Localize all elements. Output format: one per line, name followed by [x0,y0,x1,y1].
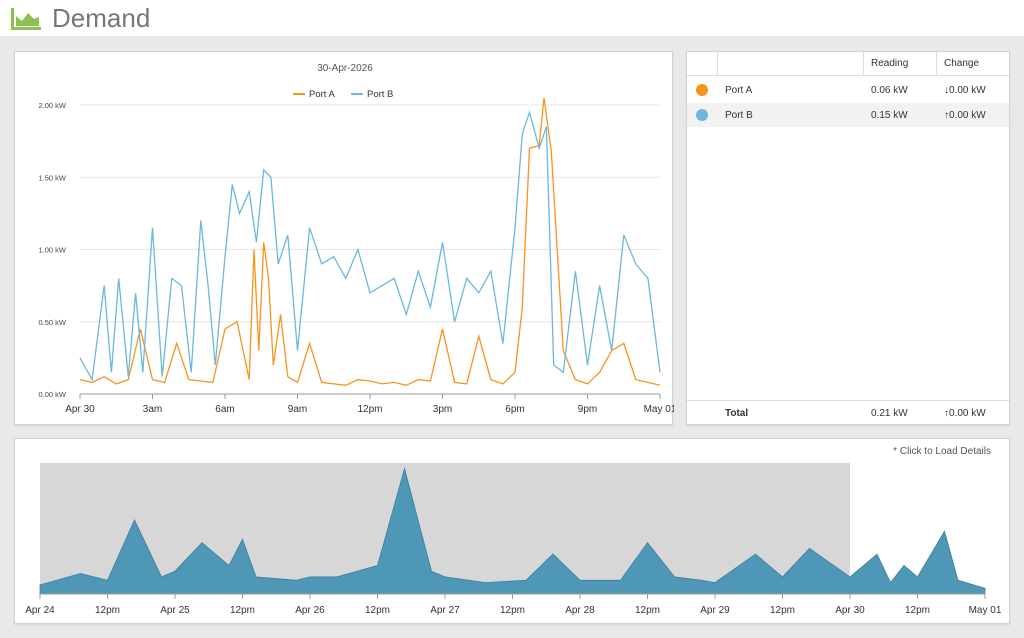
x-tick-label: 6pm [505,404,524,415]
load-details-hint[interactable]: * Click to Load Details [893,446,991,457]
x-tick-label: May 01 [969,605,1002,616]
x-tick-label: Apr 27 [430,605,460,616]
x-tick-label: 12pm [635,605,660,616]
x-tick-label: 12pm [365,605,390,616]
total-label: Total [725,407,749,419]
port-reading: 0.06 kW [871,84,908,96]
chart-grid [80,104,660,395]
readings-table-panel: Reading Change Port A 0.06 kW ↓0.00 kW P… [686,51,1010,425]
legend-item: Port A [309,89,336,100]
total-reading: 0.21 kW [871,407,908,419]
x-tick-label: May 01 [644,404,674,415]
series-line-port-b [79,109,661,382]
x-tick-label: 12pm [905,605,930,616]
chart-series[interactable] [79,97,661,386]
area-chart-icon [11,8,41,30]
x-tick-label: 12pm [770,605,795,616]
x-tick-label: 9am [288,404,307,415]
y-tick-label: 0.50 kW [38,318,66,327]
port-reading: 0.15 kW [871,109,908,121]
navigator-chart[interactable]: Apr 24 12pm Apr 25 12pm Apr 26 12pm Apr 27 12pm… [15,439,1011,625]
y-tick-label: 1.50 kW [38,173,66,182]
port-a-color-dot [696,84,708,96]
x-tick-label: Apr 29 [700,605,730,616]
legend-item: Port B [367,89,393,100]
x-tick-label: Apr 30 [835,605,865,616]
total-change: ↑0.00 kW [944,407,986,419]
x-tick-label: 12pm [500,605,525,616]
x-tick-label: 12pm [95,605,120,616]
navigator-x-axis: Apr 24 12pm Apr 25 12pm Apr 26 12pm Apr 27 12pm… [25,594,1002,616]
x-tick-label: Apr 24 [25,605,55,616]
column-header-change[interactable]: Change [944,58,980,69]
port-name: Port A [725,84,753,96]
y-tick-label: 2.00 kW [38,101,66,110]
x-tick-label: Apr 30 [65,404,95,415]
navigator-area [39,467,986,595]
table-row-port-b[interactable]: Port B 0.15 kW ↑0.00 kW [687,103,1009,127]
column-header-reading[interactable]: Reading [871,58,909,69]
x-tick-label: Apr 26 [295,605,325,616]
table-total-row: Total 0.21 kW ↑0.00 kW [687,400,1009,425]
table-header-row: Reading Change [687,52,1009,76]
x-tick-label: 6am [215,404,234,415]
port-b-color-dot [696,109,708,121]
port-name: Port B [725,109,753,121]
table-row-port-a[interactable]: Port A 0.06 kW ↓0.00 kW [687,78,1009,102]
port-change: ↓0.00 kW [944,84,986,96]
demand-chart[interactable]: 30-Apr-2026 Port A Port B 0.00 kW 0.50 kW 1… [15,52,677,426]
x-axis: Apr 30 3am 6am 9am 12pm 3pm 6pm 9pm May 01 [65,394,677,415]
y-tick-label: 0.00 kW [38,390,66,399]
x-tick-label: 12pm [357,404,382,415]
x-tick-label: 3pm [433,404,452,415]
series-line-port-a [79,97,661,386]
x-tick-label: 9pm [578,404,597,415]
x-tick-label: 12pm [230,605,255,616]
page-title: Demand [52,3,151,33]
x-tick-label: Apr 28 [565,605,595,616]
y-tick-label: 1.00 kW [38,246,66,255]
port-change: ↑0.00 kW [944,109,986,121]
demand-chart-panel: 30-Apr-2026 Port A Port B 0.00 kW 0.50 kW 1… [14,51,677,426]
x-tick-label: Apr 25 [160,605,190,616]
navigator-panel: * Click to Load Details Apr 24 12pm Apr 25… [14,438,1010,624]
y-axis: 0.00 kW 0.50 kW 1.00 kW 1.50 kW 2.00 kW [38,101,66,399]
chart-date-title: 30-Apr-2026 [317,63,373,74]
chart-legend[interactable]: Port A Port B [293,89,393,100]
page-header: Demand [0,0,1024,36]
x-tick-label: 3am [143,404,162,415]
